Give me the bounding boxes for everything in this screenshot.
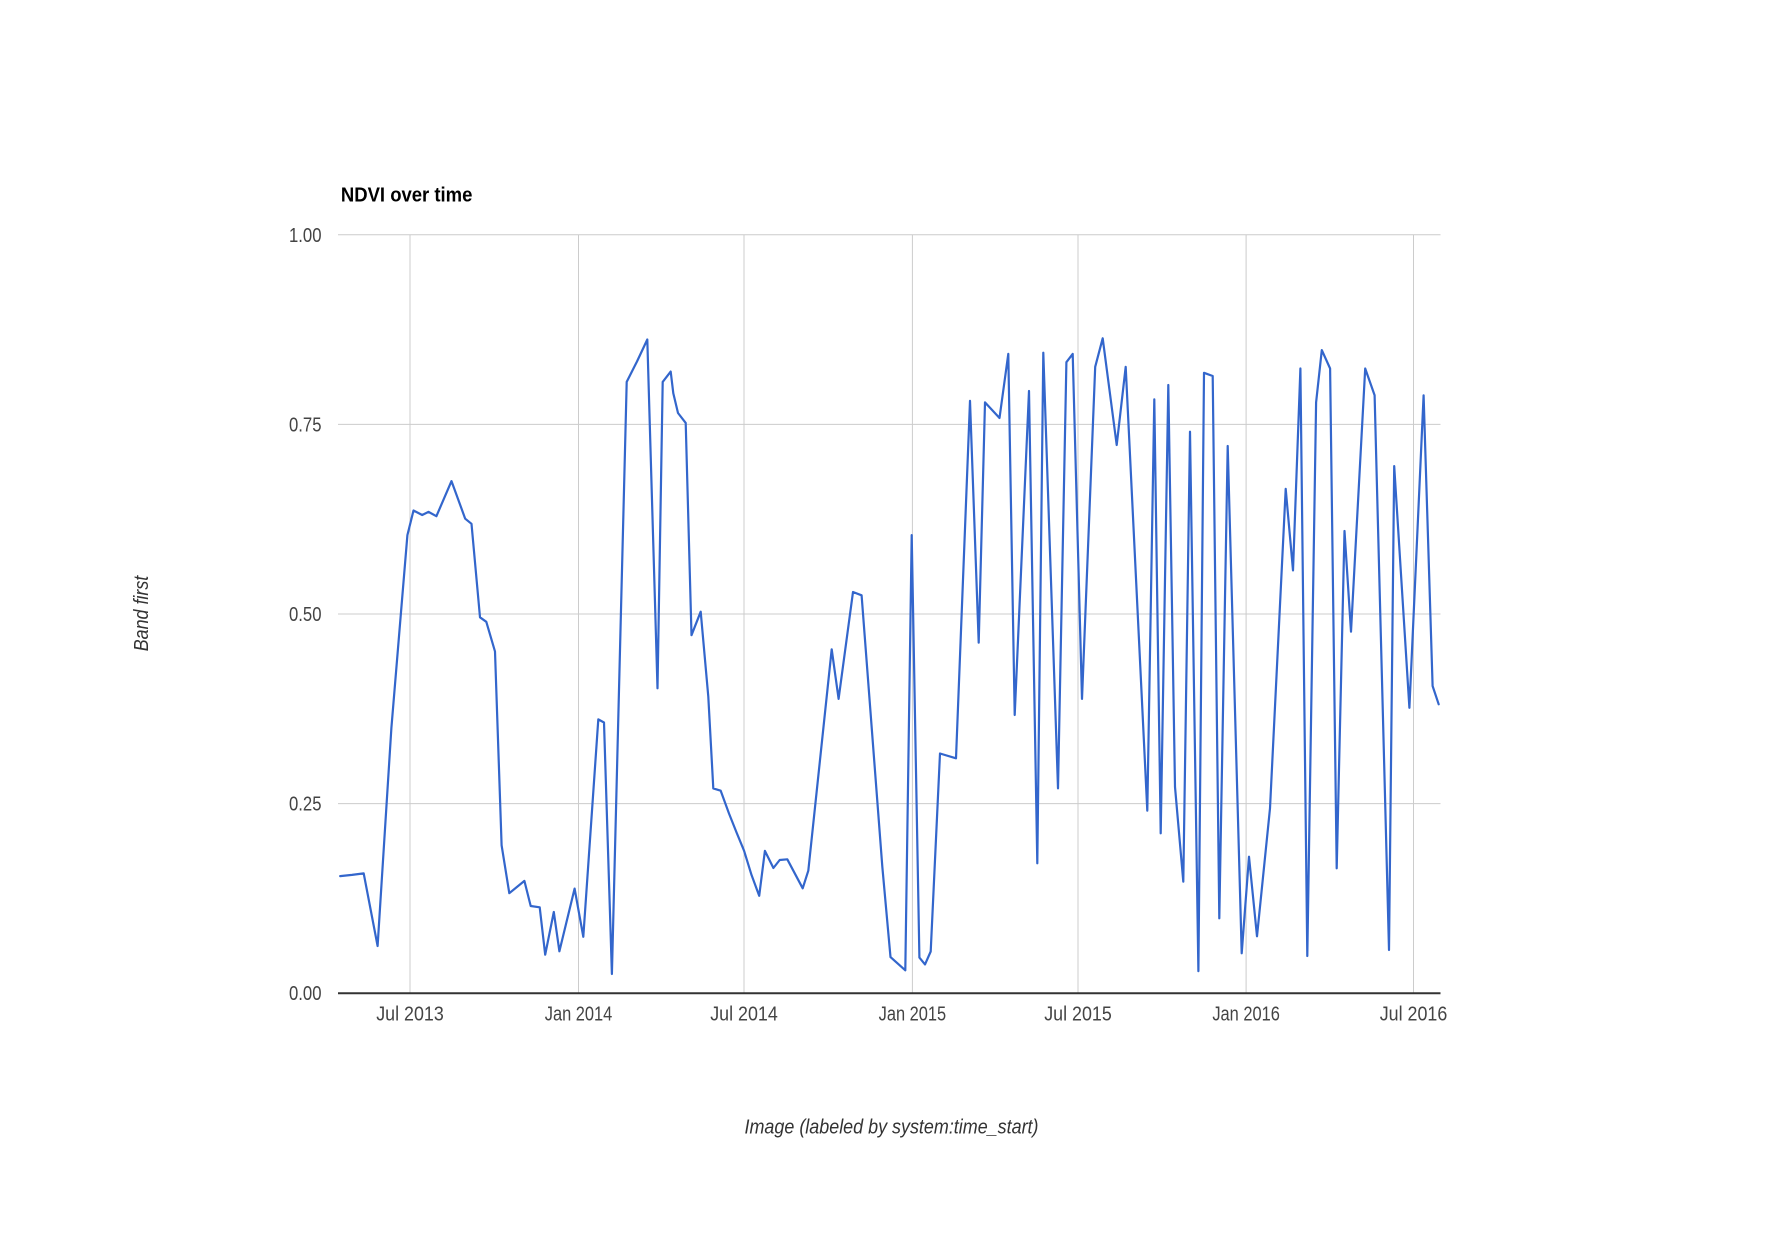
svg-text:Jul 2014: Jul 2014: [710, 1004, 778, 1026]
svg-text:Jan 2014: Jan 2014: [545, 1004, 613, 1026]
svg-text:Jul 2016: Jul 2016: [1380, 1004, 1448, 1026]
svg-text:Image (labeled by system:time_: Image (labeled by system:time_start): [745, 1117, 1039, 1139]
svg-text:0.00: 0.00: [289, 983, 322, 1005]
svg-text:Jan 2015: Jan 2015: [879, 1004, 947, 1026]
svg-text:NDVI over time: NDVI over time: [341, 185, 473, 207]
svg-text:Band first: Band first: [131, 574, 153, 651]
svg-text:0.75: 0.75: [289, 414, 322, 436]
svg-text:Jul 2015: Jul 2015: [1044, 1004, 1112, 1026]
svg-text:0.50: 0.50: [289, 604, 322, 626]
svg-text:0.25: 0.25: [289, 794, 322, 816]
svg-text:Jan 2016: Jan 2016: [1212, 1004, 1280, 1026]
svg-text:1.00: 1.00: [289, 225, 322, 247]
svg-text:Jul 2013: Jul 2013: [376, 1004, 444, 1026]
